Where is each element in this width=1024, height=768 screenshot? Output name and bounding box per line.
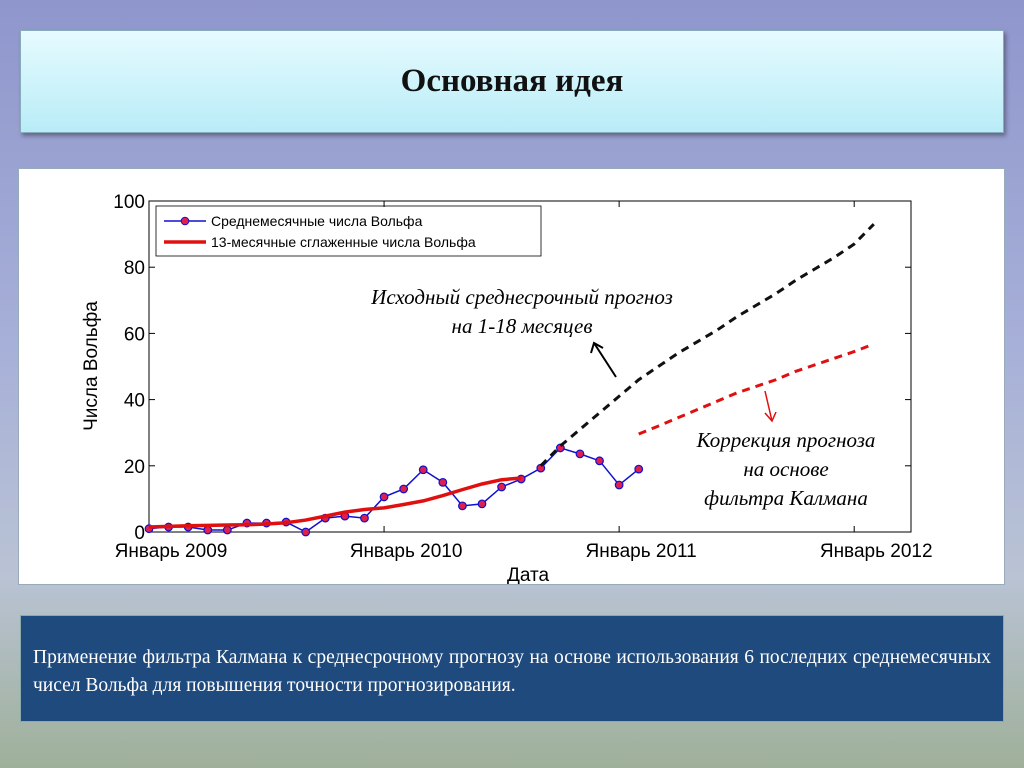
data-point [575,449,585,459]
y-tick-label: 100 [113,192,145,213]
data-point [418,465,428,475]
y-axis-label: Числа Вольфа [81,301,102,431]
data-point [595,456,604,466]
legend-label: Среднемесячные числа Вольфа [211,213,423,229]
data-point [477,499,487,509]
chart-panel: Дата Числа Вольфа 0 20 40 60 80 100 Январь 200… [18,168,1005,585]
slide-title: Основная идея [400,63,624,99]
arrow-head [764,411,777,423]
x-axis-label: Дата [507,565,550,584]
series-line [539,223,875,467]
data-point [614,480,624,490]
y-tick-label: 20 [124,457,145,478]
data-point [458,501,467,511]
annotation: на 1-18 месяцев [452,314,593,338]
data-point [399,484,409,494]
x-tick-label: Январь 2009 [115,541,228,562]
data-point [203,525,213,535]
chart: Дата Числа Вольфа 0 20 40 60 80 100 Январь 200… [81,192,933,584]
legend-box [155,205,542,257]
data-point [438,477,448,487]
annotation: на основе [743,457,828,481]
x-tick-label: Январь 2012 [820,541,933,562]
annotation: фильтра Калмана [704,486,868,510]
legend-marker [180,216,190,226]
annotation: Исходный среднесрочный прогноз [370,285,673,309]
data-point [301,527,311,537]
data-point [634,464,644,474]
series-line [638,342,875,436]
data-point [497,482,506,492]
data-point [379,492,389,502]
y-tick-label: 40 [124,391,145,412]
data-point [222,525,232,535]
x-tick-label: Январь 2011 [585,541,696,562]
footer-text: Применение фильтра Калмана к среднесрочн… [33,647,991,696]
y-tick-label: 80 [124,258,145,279]
series-line [148,476,522,529]
data-point [360,513,369,523]
x-tick-label: Январь 2010 [350,541,463,562]
legend-label: 13-месячные сглаженные числа Вольфа [211,234,476,250]
annotation: Коррекция прогноза [696,428,876,452]
arrow-head [590,341,604,354]
y-tick-label: 60 [124,324,145,345]
y-tick-label: 0 [134,523,145,544]
arrow [593,342,617,378]
footer-box: Применение фильтра Калмана к среднесрочн… [20,615,1004,722]
title-box: Основная идея [20,30,1004,133]
arrow [764,390,773,422]
